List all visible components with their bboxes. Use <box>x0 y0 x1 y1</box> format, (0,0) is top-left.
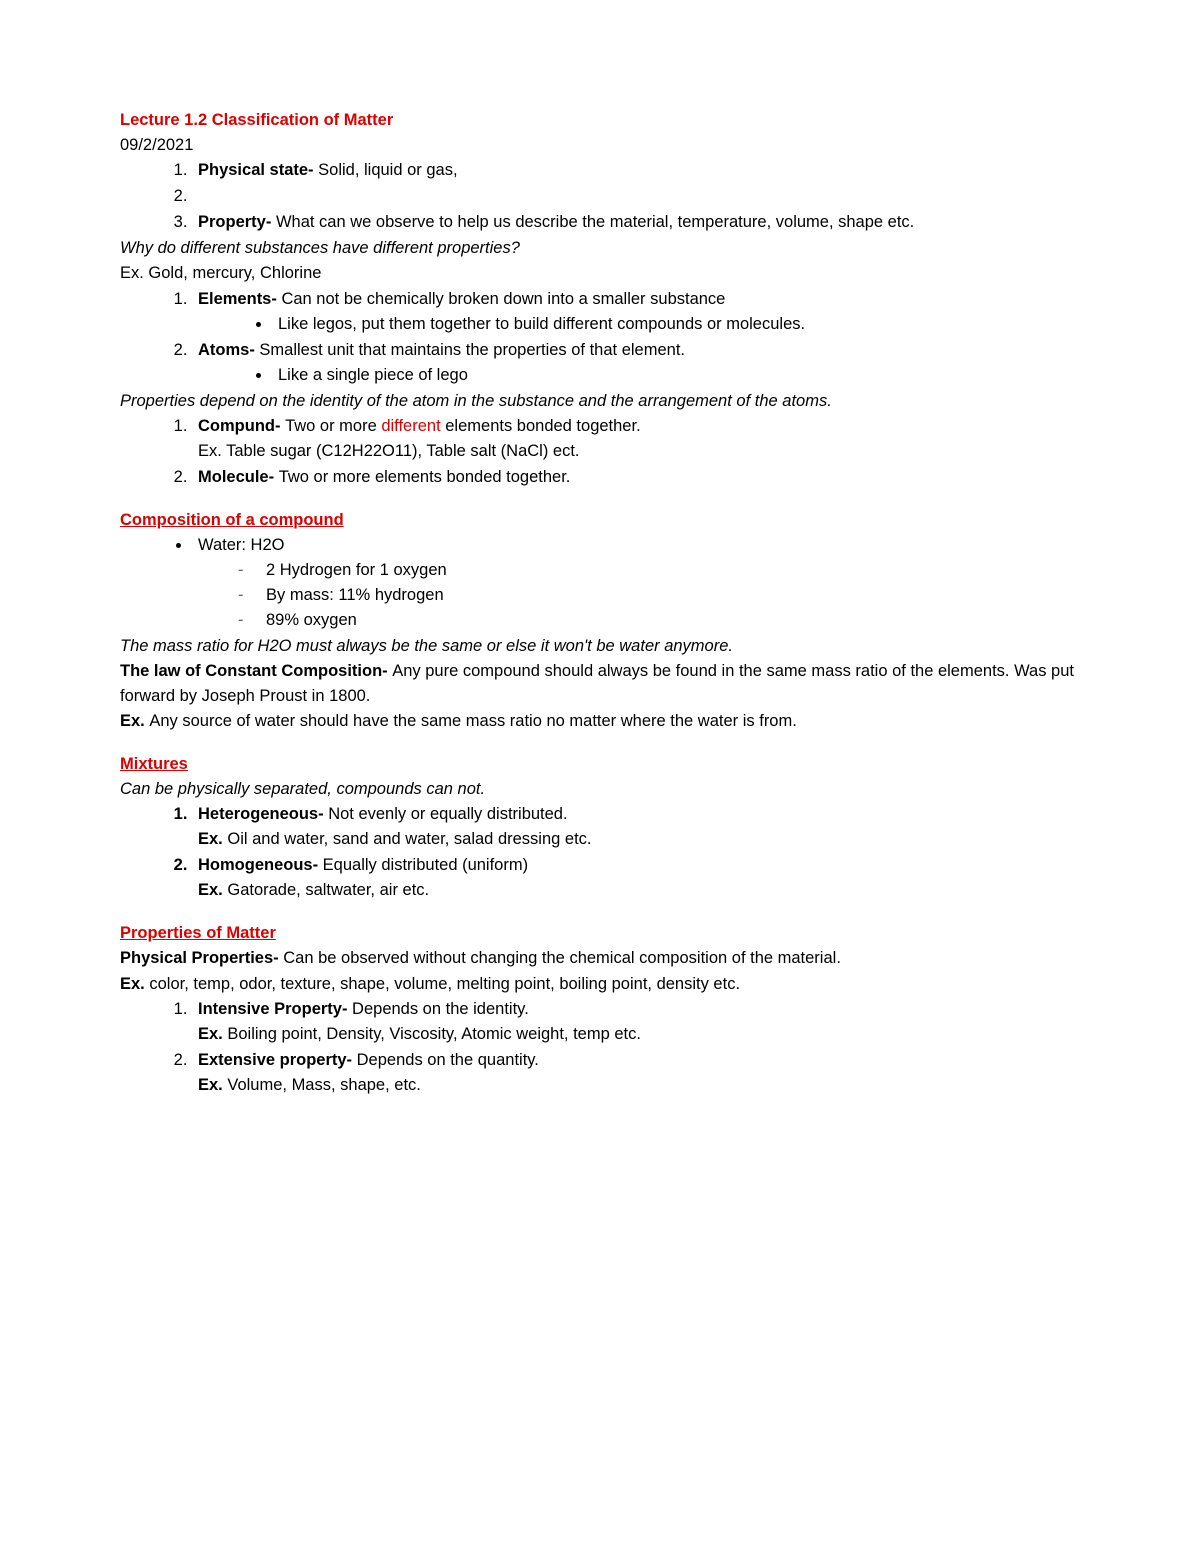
intro-list: Physical state- Solid, liquid or gas, Pr… <box>192 158 1080 235</box>
text: Can not be chemically broken down into a… <box>281 290 725 308</box>
text: color, temp, odor, texture, shape, volum… <box>149 975 740 993</box>
text: Can be observed without changing the che… <box>283 949 841 967</box>
text: Boiling point, Density, Viscosity, Atomi… <box>227 1025 641 1043</box>
list-item <box>192 184 1080 209</box>
question-1: Why do different substances have differe… <box>120 236 1080 261</box>
properties-depend-note: Properties depend on the identity of the… <box>120 389 1080 414</box>
ex-label: Ex. <box>198 1076 227 1094</box>
text: Two or more elements bonded together. <box>279 468 571 486</box>
list-item: Extensive property- Depends on the quant… <box>192 1048 1080 1098</box>
ex-label: Ex. <box>120 975 149 993</box>
ex-label: Ex. <box>198 1025 227 1043</box>
term: Heterogeneous- <box>198 805 328 823</box>
text: Depends on the quantity. <box>357 1051 539 1069</box>
example-line: Ex. Oil and water, sand and water, salad… <box>198 827 1080 852</box>
term: Atoms- <box>198 341 259 359</box>
list-item: Molecule- Two or more elements bonded to… <box>192 465 1080 490</box>
sub-bullet: Like legos, put them together to build d… <box>272 312 1080 337</box>
text: Two or more <box>285 417 381 435</box>
list-item: Heterogeneous- Not evenly or equally dis… <box>192 802 1080 852</box>
text: Smallest unit that maintains the propert… <box>259 341 685 359</box>
ex-label: Ex. <box>198 830 227 848</box>
dash-item: By mass: 11% hydrogen <box>242 583 1080 608</box>
text: Volume, Mass, shape, etc. <box>227 1076 421 1094</box>
page-title: Lecture 1.2 Classification of Matter <box>120 108 1080 133</box>
text: Any source of water should have the same… <box>149 712 796 730</box>
list-item: Intensive Property- Depends on the ident… <box>192 997 1080 1047</box>
text: Not evenly or equally distributed. <box>328 805 567 823</box>
text: Gatorade, saltwater, air etc. <box>227 881 429 899</box>
text: What can we observe to help us describe … <box>276 213 914 231</box>
lecture-date: 09/2/2021 <box>120 133 1080 158</box>
section-heading-properties: Properties of Matter <box>120 921 1080 946</box>
term: Physical Properties- <box>120 949 283 967</box>
law-constant-composition: The law of Constant Composition- Any pur… <box>120 659 1080 709</box>
physical-properties-example: Ex. color, temp, odor, texture, shape, v… <box>120 972 1080 997</box>
text: Equally distributed (uniform) <box>323 856 528 874</box>
sub-bullet: Like a single piece of lego <box>272 363 1080 388</box>
list-item: Elements- Can not be chemically broken d… <box>192 287 1080 337</box>
physical-properties: Physical Properties- Can be observed wit… <box>120 946 1080 971</box>
example-line: Ex. Boiling point, Density, Viscosity, A… <box>198 1022 1080 1047</box>
text: Oil and water, sand and water, salad dre… <box>227 830 591 848</box>
water-dash-list: 2 Hydrogen for 1 oxygen By mass: 11% hyd… <box>242 558 1080 633</box>
list-item: Property- What can we observe to help us… <box>192 210 1080 235</box>
question-1-example: Ex. Gold, mercury, Chlorine <box>120 261 1080 286</box>
term: Molecule- <box>198 468 279 486</box>
term: The law of Constant Composition- <box>120 662 392 680</box>
term: Homogeneous- <box>198 856 323 874</box>
ex-label: Ex. <box>120 712 149 730</box>
water-bullet-list: Water: H2O <box>192 533 1080 558</box>
sub-bullet-list: Like a single piece of lego <box>272 363 1080 388</box>
example-line: Ex. Table sugar (C12H22O11), Table salt … <box>198 439 1080 464</box>
dash-item: 2 Hydrogen for 1 oxygen <box>242 558 1080 583</box>
list-item: Atoms- Smallest unit that maintains the … <box>192 338 1080 388</box>
term: Extensive property- <box>198 1051 357 1069</box>
law-example: Ex. Any source of water should have the … <box>120 709 1080 734</box>
text: Depends on the identity. <box>352 1000 529 1018</box>
list-item: Compund- Two or more different elements … <box>192 414 1080 464</box>
list-item: Homogeneous- Equally distributed (unifor… <box>192 853 1080 903</box>
mixtures-list: Heterogeneous- Not evenly or equally dis… <box>192 802 1080 903</box>
elements-atoms-list: Elements- Can not be chemically broken d… <box>192 287 1080 388</box>
example-line: Ex. Volume, Mass, shape, etc. <box>198 1073 1080 1098</box>
term: Compund- <box>198 417 285 435</box>
mixtures-note: Can be physically separated, compounds c… <box>120 777 1080 802</box>
term: Elements- <box>198 290 281 308</box>
section-heading-mixtures: Mixtures <box>120 752 1080 777</box>
text: elements bonded together. <box>441 417 641 435</box>
bullet: Water: H2O <box>192 533 1080 558</box>
term: Property- <box>198 213 276 231</box>
sub-bullet-list: Like legos, put them together to build d… <box>272 312 1080 337</box>
properties-list: Intensive Property- Depends on the ident… <box>192 997 1080 1098</box>
term: Physical state- <box>198 161 318 179</box>
list-item: Physical state- Solid, liquid or gas, <box>192 158 1080 183</box>
compound-molecule-list: Compund- Two or more different elements … <box>192 414 1080 490</box>
dash-item: 89% oxygen <box>242 608 1080 633</box>
text: Solid, liquid or gas, <box>318 161 457 179</box>
example-line: Ex. Gatorade, saltwater, air etc. <box>198 878 1080 903</box>
term: Intensive Property- <box>198 1000 352 1018</box>
ex-label: Ex. <box>198 881 227 899</box>
section-heading-composition: Composition of a compound <box>120 508 1080 533</box>
highlight-word: different <box>381 417 440 435</box>
mass-ratio-note: The mass ratio for H2O must always be th… <box>120 634 1080 659</box>
